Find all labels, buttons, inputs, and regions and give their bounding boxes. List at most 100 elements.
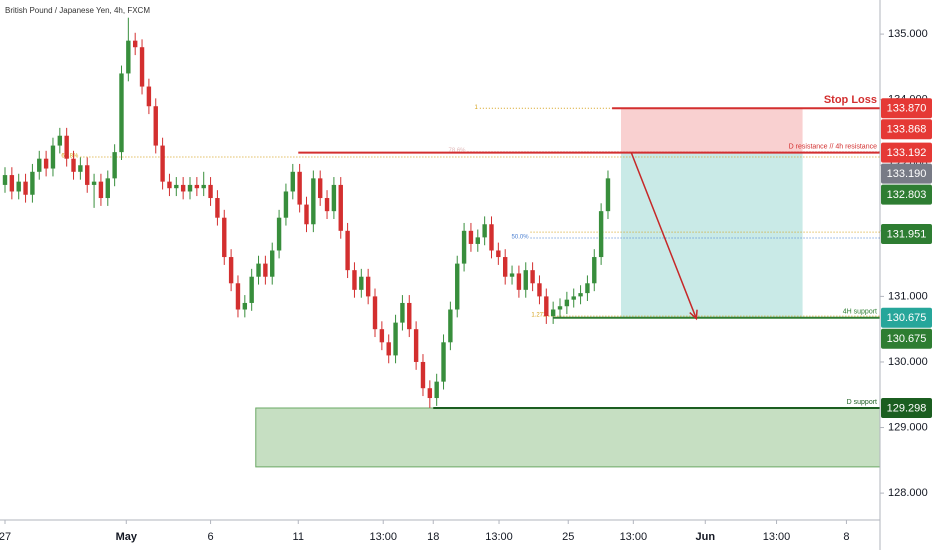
candle-body	[434, 381, 439, 399]
candle-body	[413, 329, 419, 362]
price-badge-label: 132.803	[887, 189, 927, 201]
y-tick-label: 131.000	[888, 290, 928, 302]
candle-body	[317, 178, 323, 199]
x-tick-label: Jun	[695, 531, 715, 543]
candle-body	[146, 86, 152, 107]
price-badge	[881, 398, 932, 418]
candle-body	[194, 184, 200, 189]
arrow-head	[689, 309, 698, 321]
price-badge-label: 131.951	[887, 228, 927, 240]
candle-body	[365, 276, 371, 297]
candle-body	[331, 184, 337, 212]
candle-body	[407, 302, 412, 330]
candle-body	[249, 276, 254, 303]
candle-body	[270, 250, 275, 277]
candle-body	[16, 181, 21, 192]
price-badge	[881, 119, 932, 140]
candle-body	[153, 106, 158, 146]
candle-body	[276, 217, 282, 251]
candle-body	[496, 250, 501, 258]
candle-body	[187, 184, 193, 192]
candle-body	[530, 270, 535, 284]
candle-body	[78, 165, 83, 172]
candle-body	[571, 296, 576, 300]
candle-body	[311, 178, 316, 225]
candle-body	[564, 299, 570, 307]
candle-body	[139, 47, 145, 87]
price-badge	[881, 163, 932, 184]
level-label: 4H support	[843, 309, 877, 316]
candle-body	[427, 388, 433, 399]
candle-body	[132, 40, 138, 48]
candle-body	[304, 204, 309, 225]
price-badge-label: 130.675	[887, 312, 927, 324]
candle-body	[420, 361, 426, 389]
candle-body	[345, 230, 350, 271]
fib-label: 1.272	[531, 313, 547, 319]
candle-body	[372, 296, 378, 330]
price-badge-label: 129.298	[887, 402, 927, 414]
candle-body	[23, 181, 28, 195]
candle-body	[509, 273, 515, 277]
candle-body	[537, 283, 542, 297]
candle-body	[585, 283, 590, 294]
candle-body	[228, 257, 234, 284]
candle-body	[85, 165, 90, 185]
candle-body	[338, 184, 343, 231]
price-badge-label: 133.868	[887, 124, 927, 136]
candle-body	[352, 270, 357, 290]
x-tick-label: 27	[0, 531, 11, 543]
price-badge-label: 133.870	[887, 103, 927, 115]
candle-body	[516, 273, 522, 290]
price-badge-label: 130.675	[887, 333, 927, 345]
candle-body	[174, 184, 179, 189]
candle-body	[126, 40, 131, 74]
candle-body	[112, 152, 117, 179]
level-label: D support	[847, 399, 877, 406]
candle-body	[9, 175, 15, 192]
candle-body	[605, 178, 611, 212]
x-tick-label: 13:00	[763, 531, 791, 543]
candle-body	[379, 329, 385, 343]
y-tick-label: 128.000	[888, 487, 928, 499]
candle-body	[400, 302, 405, 323]
level-label: D resistance // 4h resistance	[789, 143, 877, 150]
candle-body	[324, 198, 330, 212]
y-tick-label: 130.000	[888, 356, 928, 368]
candle-body	[119, 73, 124, 153]
candle-body	[208, 184, 213, 199]
x-tick-label: 25	[562, 531, 574, 543]
candle-body	[30, 171, 35, 195]
price-badge	[881, 328, 932, 349]
candle-body	[359, 276, 364, 290]
candle-body	[598, 211, 604, 258]
candle-body	[160, 145, 165, 182]
candle-body	[290, 171, 295, 192]
zone	[620, 152, 803, 318]
candle-body	[441, 342, 446, 382]
x-tick-label: May	[116, 531, 138, 543]
candle-body	[502, 257, 508, 277]
chart-title: British Pound / Japanese Yen, 4h, FXCM	[5, 6, 150, 15]
candle-body	[43, 158, 49, 169]
price-badge	[881, 142, 932, 163]
x-tick-label: 13:00	[485, 531, 513, 543]
zone	[255, 407, 881, 468]
candle-body	[461, 230, 467, 264]
candle-body	[386, 342, 391, 356]
candle-body	[489, 224, 494, 251]
fib-label: 1	[475, 105, 479, 111]
candle-body	[455, 263, 460, 310]
candle-body	[482, 224, 487, 238]
y-tick-label: 129.000	[888, 421, 928, 433]
x-tick-label: 13:00	[369, 531, 397, 543]
price-badge	[881, 184, 932, 205]
price-badge	[881, 307, 932, 328]
candle-body	[297, 171, 302, 205]
candle-body	[167, 181, 172, 189]
candle-body	[235, 283, 241, 310]
candle-body	[50, 145, 56, 169]
candle-body	[544, 296, 549, 317]
candle-body	[2, 175, 8, 185]
